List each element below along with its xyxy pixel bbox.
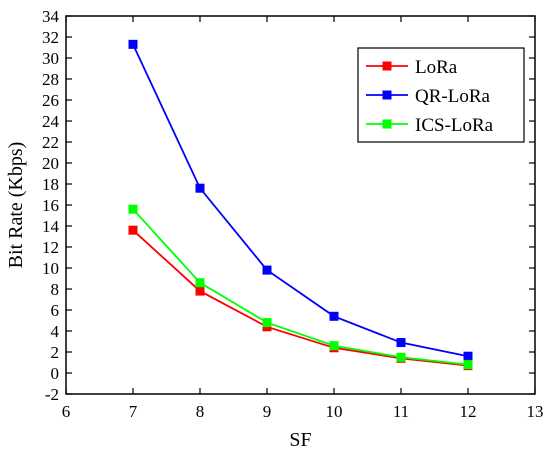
- y-axis-title: Bit Rate (Kbps): [5, 142, 27, 269]
- ticks: 6 7 8 9 10 11 12 13-202468101214161820222426283…: [42, 7, 544, 421]
- legend-label: LoRa: [415, 57, 458, 78]
- y-tick-label: 4: [51, 322, 60, 341]
- data-point-ics-lora: [463, 360, 473, 370]
- x-tick-label: 11: [393, 402, 409, 421]
- x-tick-label: 10: [326, 402, 343, 421]
- y-tick-label: 30: [42, 49, 59, 68]
- data-point-ics-lora: [396, 352, 406, 362]
- series-line-lora: [132, 229, 469, 367]
- y-tick-label: 18: [42, 175, 59, 194]
- y-tick-label: 2: [51, 343, 60, 362]
- series-line-ics-lora: [132, 208, 469, 366]
- legend-swatch-marker: [382, 90, 392, 100]
- x-tick-label: 8: [196, 402, 205, 421]
- y-tick-label: 22: [42, 133, 59, 152]
- y-tick-label: 8: [51, 280, 60, 299]
- x-tick-label: 13: [527, 402, 544, 421]
- data-point-ics-lora: [262, 318, 272, 328]
- y-tick-label: 6: [51, 301, 60, 320]
- x-tick-label: 9: [263, 402, 272, 421]
- data-point-ics-lora: [195, 278, 205, 288]
- data-point-qr-lora: [195, 183, 205, 193]
- x-tick-label: 7: [129, 402, 138, 421]
- y-tick-label: 28: [42, 70, 59, 89]
- x-axis-title: SF: [289, 429, 311, 451]
- y-tick-label: 12: [42, 238, 59, 257]
- y-tick-label: 24: [42, 112, 60, 131]
- legend-label: ICS-LoRa: [415, 115, 494, 136]
- y-tick-label: 14: [42, 217, 60, 236]
- y-tick-label: 34: [42, 7, 60, 26]
- y-tick-label: 26: [42, 91, 59, 110]
- y-tick-label: 16: [42, 196, 59, 215]
- data-point-lora: [195, 286, 205, 296]
- data-point-ics-lora: [329, 341, 339, 351]
- y-tick-label: 10: [42, 259, 59, 278]
- legend-swatch-marker: [382, 119, 392, 129]
- y-tick-label: 32: [42, 28, 59, 47]
- series-lines: [128, 39, 473, 371]
- data-point-qr-lora: [262, 265, 272, 275]
- data-point-qr-lora: [463, 351, 473, 361]
- x-tick-label: 12: [460, 402, 477, 421]
- legend: LoRa QR-LoRa ICS-LoRa: [357, 47, 525, 143]
- x-tick-label: 6: [62, 402, 71, 421]
- data-point-lora: [128, 225, 138, 235]
- data-point-qr-lora: [128, 39, 138, 49]
- legend-label: QR-LoRa: [415, 86, 491, 107]
- series-line-qr-lora: [132, 43, 469, 358]
- data-point-ics-lora: [128, 204, 138, 214]
- y-tick-label: 20: [42, 154, 59, 173]
- data-point-qr-lora: [329, 311, 339, 321]
- legend-swatch-marker: [382, 61, 392, 71]
- y-tick-label: 0: [51, 364, 60, 383]
- data-point-qr-lora: [396, 338, 406, 348]
- y-tick-label: -2: [45, 385, 59, 404]
